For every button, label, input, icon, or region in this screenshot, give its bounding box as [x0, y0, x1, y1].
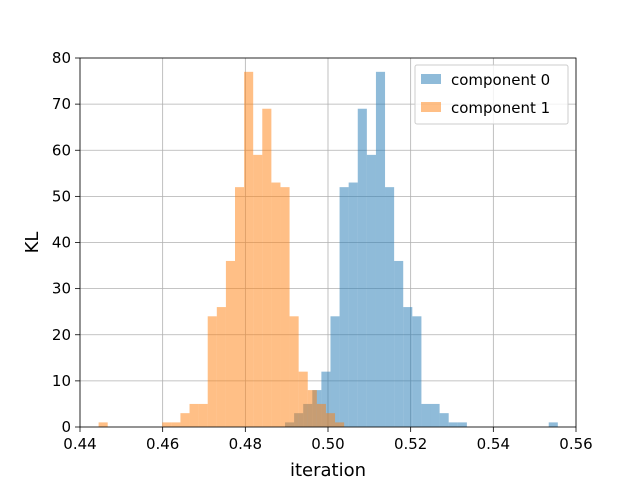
- legend-label-component-1: component 1: [451, 99, 550, 117]
- histogram-bar-component-0: [366, 154, 376, 428]
- histogram-bar-component-0: [330, 316, 340, 427]
- y-tick-label: 0: [61, 418, 71, 436]
- histogram-bar-component-0: [448, 422, 458, 427]
- histogram-bar-component-1: [207, 316, 217, 427]
- histogram-bar-component-0: [321, 371, 331, 427]
- histogram-bar-component-0: [394, 260, 404, 427]
- histogram-bar-component-1: [162, 422, 172, 427]
- y-tick-label: 10: [52, 372, 71, 390]
- y-tick-label: 60: [52, 141, 71, 159]
- histogram-bar-component-1: [216, 307, 226, 427]
- x-tick-label: 0.54: [477, 435, 510, 453]
- legend-box: [414, 64, 569, 125]
- histogram-bar-component-0: [403, 307, 413, 427]
- y-tick-label: 50: [52, 187, 71, 205]
- histogram-bar-component-1: [244, 71, 254, 428]
- histogram-bar-component-1: [325, 413, 336, 427]
- histogram-bar-component-1: [98, 422, 108, 427]
- histogram-bar-component-0: [357, 108, 367, 428]
- x-tick-label: 0.46: [146, 435, 179, 453]
- y-tick-label: 70: [52, 95, 71, 113]
- histogram-bar-component-0: [439, 413, 449, 427]
- histogram-bar-component-0: [385, 187, 395, 427]
- histogram-bar-component-1: [307, 390, 317, 427]
- histogram-bar-component-0: [457, 422, 467, 427]
- histogram-bar-component-1: [271, 182, 281, 427]
- histogram-bar-component-1: [262, 108, 272, 428]
- legend: component 0 component 1: [414, 64, 569, 125]
- ticks: 0.44 0.46 0.48 0.50 0.52 0.54 0.56 0 10 20 30 40 50 6…: [52, 49, 593, 453]
- x-tick-label: 0.56: [559, 435, 592, 453]
- bars: [98, 71, 558, 428]
- histogram-bar-component-0: [348, 182, 358, 427]
- histogram-bar-component-1: [335, 422, 345, 427]
- y-tick-label: 40: [52, 234, 71, 252]
- x-tick-label: 0.48: [229, 435, 262, 453]
- histogram-bar-component-0: [375, 71, 386, 428]
- y-tick-label: 30: [52, 280, 71, 298]
- histogram-bar-component-0: [548, 422, 558, 427]
- histogram-bar-component-1: [235, 187, 245, 427]
- histogram-bar-component-1: [280, 187, 290, 427]
- x-tick-label: 0.52: [394, 435, 427, 453]
- histogram-bar-component-1: [198, 403, 208, 427]
- histogram-bar-component-0: [339, 187, 349, 427]
- x-tick-label: 0.44: [63, 435, 96, 453]
- legend-label-component-0: component 0: [451, 71, 550, 89]
- histogram-bar-component-1: [225, 260, 235, 427]
- legend-swatch-component-1: [421, 102, 441, 112]
- histogram-bar-component-1: [316, 403, 326, 427]
- histogram-bar-component-0: [430, 403, 440, 427]
- histogram-bar-component-1: [298, 371, 308, 427]
- histogram-bar-component-1: [189, 403, 199, 427]
- y-tick-label: 20: [52, 326, 71, 344]
- histogram-bar-component-1: [171, 422, 181, 427]
- histogram-bar-component-0: [421, 403, 431, 427]
- histogram-bar-component-0: [412, 316, 422, 427]
- histogram-bar-component-1: [253, 154, 263, 428]
- histogram-bar-component-1: [289, 316, 299, 427]
- legend-swatch-component-0: [421, 74, 441, 84]
- y-axis-label: KL: [22, 232, 43, 254]
- x-axis-label: iteration: [290, 460, 366, 480]
- y-tick-label: 80: [52, 49, 71, 67]
- x-tick-label: 0.50: [311, 435, 344, 453]
- histogram-bar-component-1: [180, 413, 190, 427]
